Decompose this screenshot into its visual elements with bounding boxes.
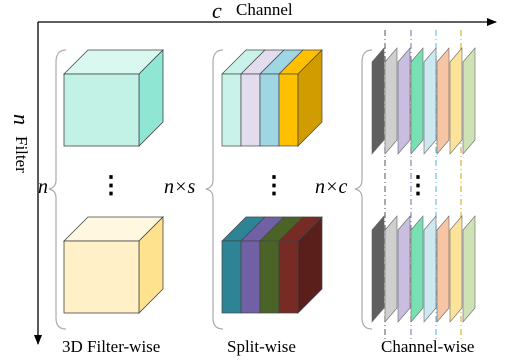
filter-axis-symbol: n <box>9 114 34 125</box>
axes: c Channel n Filter <box>9 0 497 345</box>
channel-slice <box>397 47 411 155</box>
split-slice <box>221 240 242 314</box>
channel-slice <box>436 47 450 155</box>
ellipsis-filter-wise: ⋮ <box>99 173 123 199</box>
channel-slice <box>397 215 411 323</box>
filter-cube-top <box>63 49 164 147</box>
split-slice <box>240 73 261 147</box>
split-slice <box>278 73 299 147</box>
split-slice <box>259 73 280 147</box>
group-split-wise: n×s ⋮ Split-wise <box>164 49 323 356</box>
multiplier-channel-wise: n×c <box>315 176 347 198</box>
channel-axis-symbol: c <box>212 0 222 23</box>
ellipsis-split-wise: ⋮ <box>262 173 286 199</box>
split-slice <box>278 240 299 314</box>
bracket-split-wise <box>205 49 224 330</box>
channel-slice <box>410 215 424 323</box>
cube-front-face <box>63 73 140 147</box>
channel-slice <box>410 47 424 155</box>
split-block-bottom <box>221 216 323 314</box>
ellipsis-channel-wise: ⋮ <box>406 173 430 199</box>
cube-front-face <box>63 240 140 314</box>
bracket-filter-wise <box>48 49 67 330</box>
channel-slice <box>462 215 476 323</box>
channel-slice <box>371 215 385 323</box>
channel-axis-label: Channel <box>236 0 293 19</box>
caption-channel-wise: Channel-wise <box>381 337 474 356</box>
channel-slice <box>423 215 437 323</box>
bracket-channel-wise <box>354 49 373 330</box>
split-slice <box>259 240 280 314</box>
multiplier-filter-wise: n <box>38 176 48 198</box>
caption-split-wise: Split-wise <box>227 337 296 356</box>
channel-slice <box>371 47 385 155</box>
filter-axis-label: Filter <box>12 136 31 173</box>
multiplier-split-wise: n×s <box>164 176 195 198</box>
channel-slice <box>462 47 476 155</box>
channel-slices-top <box>371 47 476 155</box>
split-slice <box>221 73 242 147</box>
filter-cube-bottom <box>63 216 164 314</box>
channel-slice <box>436 215 450 323</box>
channel-slices-bottom <box>371 215 476 323</box>
split-block-side-face <box>297 49 323 147</box>
group-channel-wise: n×c ⋮ Channel-wise <box>315 30 476 356</box>
channel-slice <box>449 215 463 323</box>
channel-slice <box>449 47 463 155</box>
split-slice <box>240 240 261 314</box>
channel-slice <box>423 47 437 155</box>
split-block-side-face <box>297 216 323 314</box>
caption-filter-wise: 3D Filter-wise <box>62 337 160 356</box>
group-filter-wise: n ⋮ 3D Filter-wise <box>38 49 164 356</box>
channel-slice <box>384 47 398 155</box>
split-block-top <box>221 49 323 147</box>
channel-slice <box>384 215 398 323</box>
